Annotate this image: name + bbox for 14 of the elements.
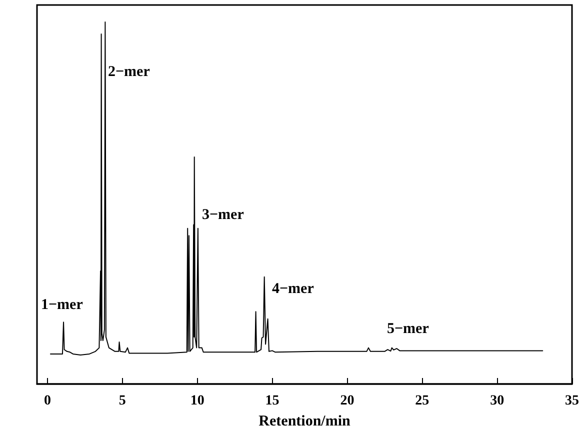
- annotation: 2−mer: [108, 64, 150, 80]
- x-tick-label: 35: [565, 394, 579, 408]
- x-tick-label: 15: [265, 394, 280, 408]
- x-tick-label: 25: [415, 394, 430, 408]
- annotation: 1−mer: [41, 297, 84, 313]
- x-tick-label: 20: [340, 394, 354, 408]
- x-axis-title: Retention/min: [258, 414, 351, 430]
- annotation: 5−mer: [387, 321, 430, 337]
- x-tick-label: 5: [118, 394, 126, 408]
- x-tick-label: 10: [190, 394, 204, 408]
- annotation: 3−mer: [202, 207, 244, 223]
- annotation: 4−mer: [272, 281, 314, 297]
- x-tick-label: 0: [44, 394, 51, 408]
- x-tick-label: 30: [490, 394, 504, 408]
